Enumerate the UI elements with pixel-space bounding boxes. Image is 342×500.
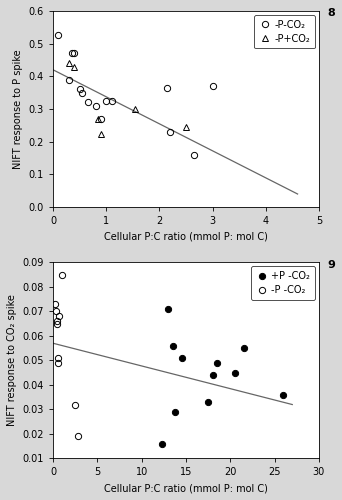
+P -CO₂ (233, 370, 237, 376)
-P -CO₂ (54, 318, 58, 324)
Line: +P -CO₂: +P -CO₂ (159, 306, 287, 447)
Line: -P+CO₂: -P+CO₂ (66, 60, 189, 136)
-P -CO₂ (56, 355, 60, 361)
-P -CO₂ (54, 308, 58, 314)
-P-CO₂ (69, 50, 74, 56)
-P-CO₂ (80, 90, 84, 96)
-P-CO₂ (104, 98, 108, 104)
+P -CO₂ (166, 306, 170, 312)
+P -CO₂ (241, 345, 246, 351)
-P-CO₂ (165, 85, 169, 91)
-P -CO₂ (73, 402, 77, 407)
-P -CO₂ (53, 301, 57, 307)
-P+CO₂ (184, 124, 188, 130)
Y-axis label: NIFT response to P spike: NIFT response to P spike (13, 49, 23, 169)
-P-CO₂ (86, 100, 90, 105)
-P-CO₂ (78, 86, 82, 92)
-P+CO₂ (72, 64, 76, 70)
-P-CO₂ (56, 32, 61, 38)
+P -CO₂ (281, 392, 286, 398)
Line: -P -CO₂: -P -CO₂ (52, 272, 78, 407)
Text: 9: 9 (327, 260, 335, 270)
-P-CO₂ (72, 50, 76, 56)
-P-CO₂ (210, 83, 214, 89)
-P -CO₂ (57, 314, 61, 320)
+P -CO₂ (215, 360, 219, 366)
-P-CO₂ (67, 76, 71, 82)
-P-CO₂ (99, 116, 103, 122)
-P -CO₂ (55, 320, 60, 326)
-P+CO₂ (133, 106, 137, 112)
+P -CO₂ (173, 409, 177, 415)
+P -CO₂ (180, 355, 184, 361)
-P+CO₂ (67, 60, 71, 66)
Text: 8: 8 (327, 8, 335, 18)
Line: -P-CO₂: -P-CO₂ (55, 32, 216, 158)
-P+CO₂ (96, 116, 100, 122)
X-axis label: Cellular P:C ratio (mmol P: mol C): Cellular P:C ratio (mmol P: mol C) (104, 232, 268, 241)
Y-axis label: NIFT response to CO₂ spike: NIFT response to CO₂ spike (7, 294, 17, 426)
+P -CO₂ (210, 372, 214, 378)
-P -CO₂ (60, 272, 64, 278)
-P+CO₂ (99, 130, 103, 136)
-P -CO₂ (56, 360, 61, 366)
Legend: -P-CO₂, -P+CO₂: -P-CO₂, -P+CO₂ (254, 15, 315, 48)
+P -CO₂ (171, 342, 175, 348)
Legend: +P -CO₂, -P -CO₂: +P -CO₂, -P -CO₂ (251, 266, 315, 300)
+P -CO₂ (160, 441, 164, 447)
-P-CO₂ (192, 152, 196, 158)
+P -CO₂ (206, 399, 210, 405)
-P-CO₂ (93, 102, 97, 108)
-P-CO₂ (109, 98, 114, 104)
X-axis label: Cellular P:C ratio (mmol P: mol C): Cellular P:C ratio (mmol P: mol C) (104, 483, 268, 493)
-P-CO₂ (168, 129, 172, 135)
